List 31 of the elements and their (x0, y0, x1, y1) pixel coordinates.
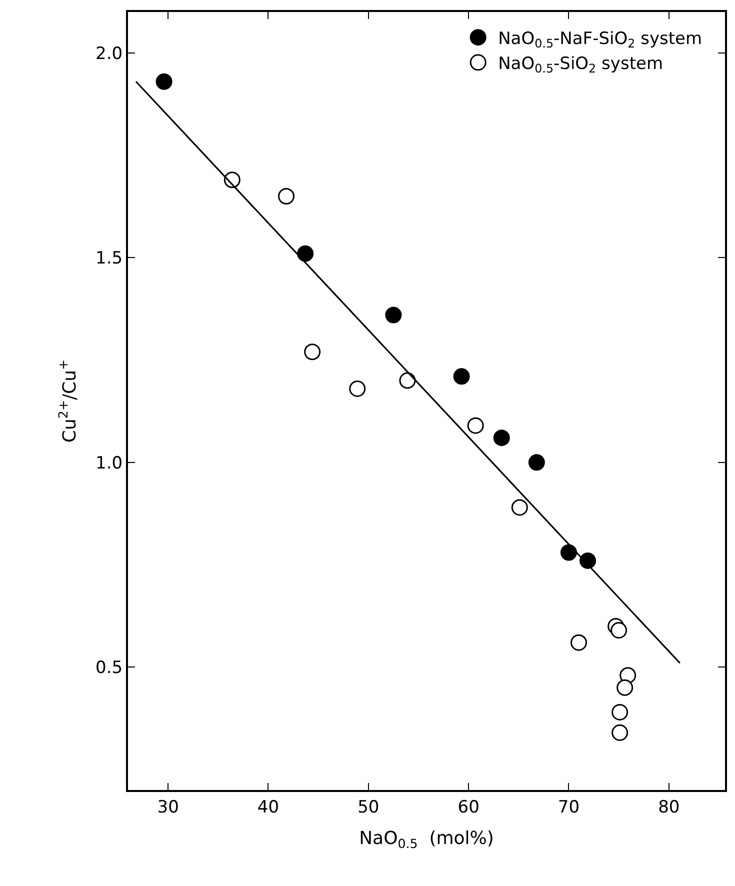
point (278, 188, 295, 205)
y-tick-label: 2.0 (96, 44, 123, 64)
point (385, 306, 402, 324)
point (612, 724, 628, 741)
point (560, 544, 577, 561)
x-tick-label: 80 (658, 797, 680, 818)
point (493, 430, 510, 446)
point (349, 380, 366, 397)
point (511, 499, 528, 516)
legend-label: NaO$_{0.5}$-SiO$_{2}$ system (498, 54, 664, 76)
x-tick-label: 30 (157, 797, 179, 818)
point (156, 73, 172, 90)
point (528, 454, 545, 471)
point (616, 679, 634, 696)
y-tick-label: 1.5 (96, 248, 123, 269)
point (570, 634, 588, 651)
x-axis-title: NaO$_{0.5}$ (mol%) (359, 828, 494, 851)
x-tick-label: 40 (257, 797, 280, 818)
point (612, 704, 628, 720)
point (453, 368, 470, 385)
point (610, 622, 628, 639)
point (297, 245, 314, 262)
x-tick-label: 60 (458, 797, 480, 818)
x-tick-label: 70 (558, 797, 580, 818)
point (399, 372, 416, 389)
y-tick-label: 1.0 (96, 453, 123, 474)
y-tick-label: 0.5 (96, 658, 123, 678)
point (467, 417, 484, 434)
legend-label: NaO$_{0.5}$-NaF-SiO$_{2}$ system (498, 28, 702, 51)
point (304, 344, 321, 360)
x-tick-label: 50 (358, 797, 380, 818)
